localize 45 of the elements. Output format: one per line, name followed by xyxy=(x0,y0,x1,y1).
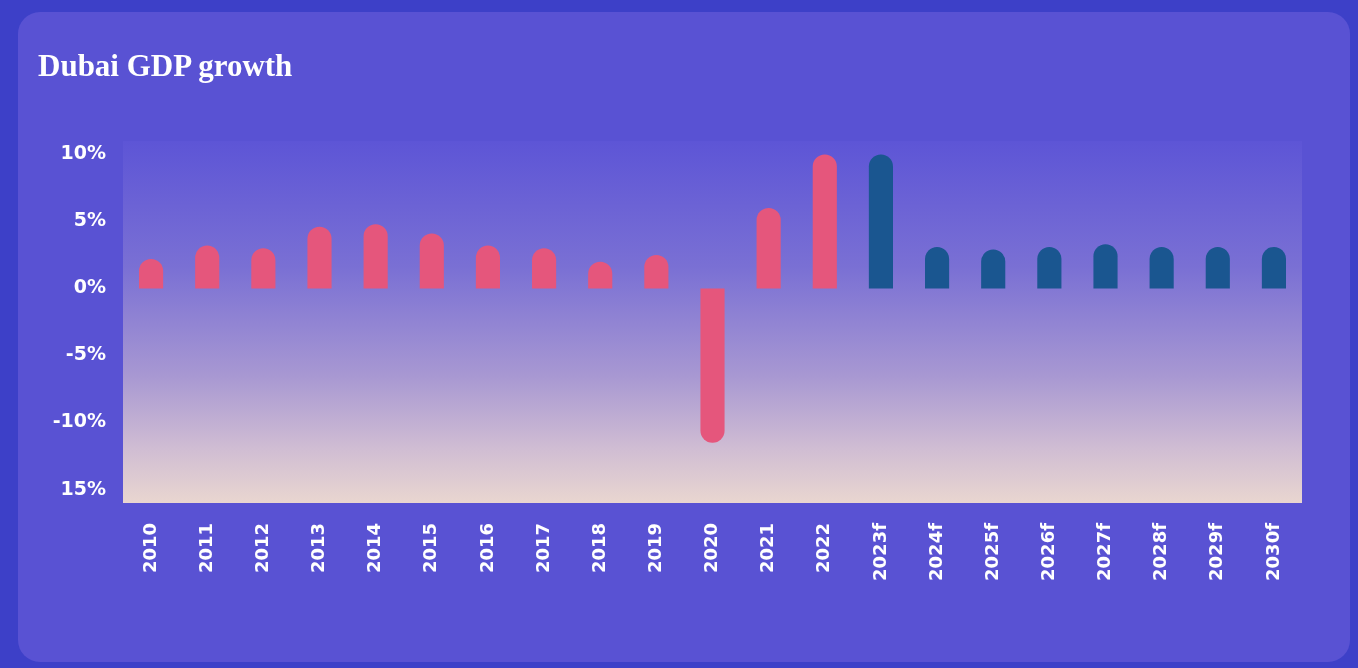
x-tick-label: 2025f xyxy=(980,522,1002,581)
y-tick-label: 0% xyxy=(73,275,106,298)
bar xyxy=(1093,244,1118,289)
y-tick-label: 10% xyxy=(60,141,106,164)
y-tick-label: 5% xyxy=(73,208,106,231)
x-tick-label: 2010 xyxy=(138,523,160,574)
bar xyxy=(868,154,893,289)
bar xyxy=(1261,246,1286,289)
x-tick-label: 2017 xyxy=(531,523,553,574)
bar xyxy=(1037,246,1062,289)
x-tick-label: 2022 xyxy=(812,523,834,574)
x-tick-label: 2011 xyxy=(194,523,216,574)
bar xyxy=(419,233,444,289)
chart-title: Dubai GDP growth xyxy=(38,48,293,84)
x-tick-label: 2012 xyxy=(251,523,273,574)
x-tick-label: 2030f xyxy=(1261,522,1283,581)
y-tick-label: 15% xyxy=(60,476,106,499)
bar xyxy=(756,208,781,289)
x-tick-label: 2027f xyxy=(1093,522,1115,581)
y-tick-label: -5% xyxy=(65,342,106,365)
bar xyxy=(925,246,950,289)
bar xyxy=(532,248,557,289)
bar xyxy=(363,224,388,289)
x-tick-label: 2029f xyxy=(1205,522,1227,581)
x-tick-label: 2015 xyxy=(419,523,441,574)
x-tick-label: 2026f xyxy=(1037,522,1059,581)
x-tick-label: 2023f xyxy=(868,522,890,581)
bar xyxy=(700,288,725,443)
x-tick-label: 2020 xyxy=(700,523,722,574)
y-tick-label: -10% xyxy=(52,409,106,432)
x-tick-label: 2014 xyxy=(363,523,385,574)
x-tick-label: 2024f xyxy=(924,522,946,581)
x-tick-label: 2018 xyxy=(587,523,609,574)
x-tick-label: 2016 xyxy=(475,523,497,574)
bar xyxy=(195,245,220,289)
x-tick-label: 2021 xyxy=(756,523,778,574)
bar xyxy=(1149,246,1174,289)
x-tick-label: 2019 xyxy=(644,523,666,574)
bar xyxy=(812,154,837,289)
bar xyxy=(1205,246,1230,289)
bar xyxy=(251,248,276,289)
bar xyxy=(475,245,500,289)
x-tick-label: 2013 xyxy=(307,523,329,574)
x-tick-label: 2028f xyxy=(1149,522,1171,581)
bar xyxy=(307,226,332,289)
